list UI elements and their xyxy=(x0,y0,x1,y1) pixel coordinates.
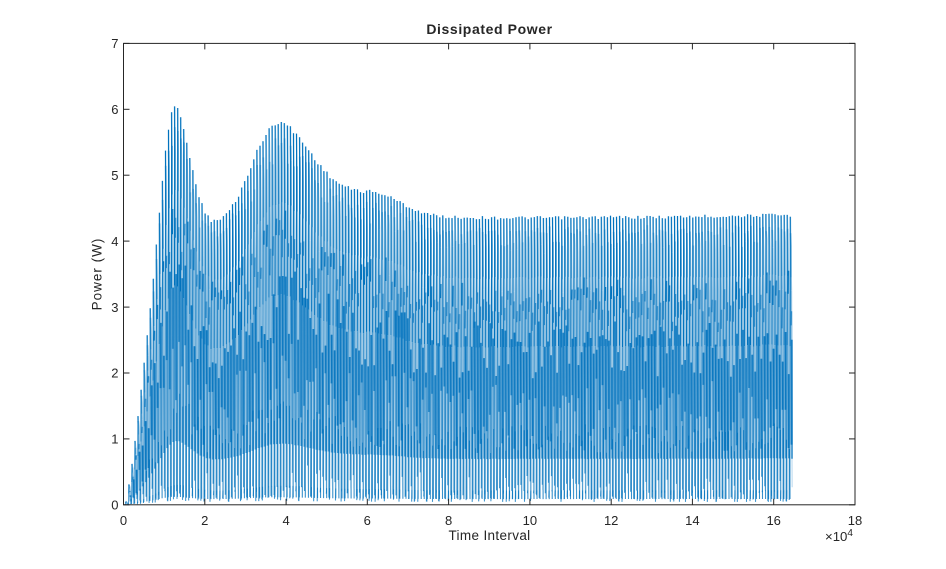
svg-text:0: 0 xyxy=(111,498,118,513)
svg-text:Time Interval: Time Interval xyxy=(448,528,530,543)
svg-text:2: 2 xyxy=(201,513,208,528)
svg-text:7: 7 xyxy=(111,36,118,51)
svg-text:6: 6 xyxy=(364,513,371,528)
svg-text:4: 4 xyxy=(111,234,118,249)
svg-text:Dissipated Power: Dissipated Power xyxy=(426,21,552,37)
svg-text:5: 5 xyxy=(111,168,118,183)
svg-text:Power (W): Power (W) xyxy=(90,238,105,311)
svg-text:6: 6 xyxy=(111,102,118,117)
svg-text:1: 1 xyxy=(111,432,118,447)
svg-text:12: 12 xyxy=(604,513,618,528)
svg-text:3: 3 xyxy=(111,300,118,315)
svg-text:×104: ×104 xyxy=(825,528,853,544)
svg-text:8: 8 xyxy=(445,513,452,528)
svg-text:14: 14 xyxy=(685,513,699,528)
svg-text:4: 4 xyxy=(282,513,289,528)
svg-text:0: 0 xyxy=(120,513,127,528)
svg-text:18: 18 xyxy=(848,513,862,528)
svg-text:2: 2 xyxy=(111,366,118,381)
svg-text:10: 10 xyxy=(523,513,537,528)
svg-text:16: 16 xyxy=(766,513,780,528)
